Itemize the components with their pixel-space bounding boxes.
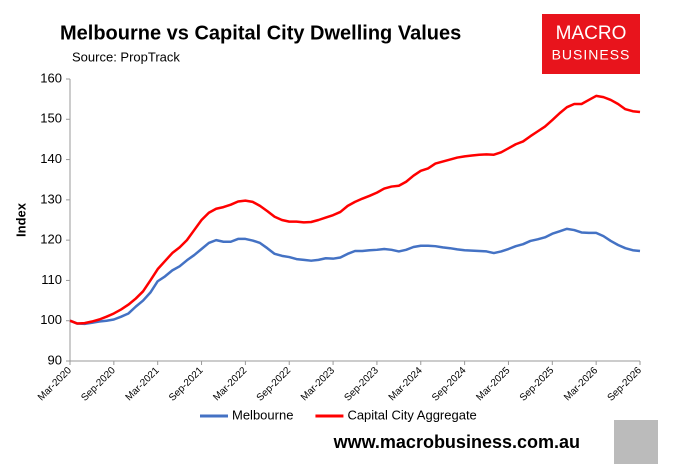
y-axis-label: Index — [13, 202, 28, 237]
y-tick-label: 150 — [40, 111, 62, 126]
chart-subtitle: Source: PropTrack — [72, 49, 180, 64]
logo-text: MACRO — [556, 23, 627, 44]
x-tick-label: Sep-2024 — [430, 365, 469, 404]
logo-box — [542, 14, 640, 74]
y-tick-label: 90 — [48, 352, 62, 367]
x-tick-label: Sep-2022 — [255, 365, 294, 404]
x-tick-label: Mar-2021 — [124, 365, 162, 403]
y-tick-label: 130 — [40, 191, 62, 206]
x-tick-label: Mar-2024 — [387, 365, 425, 403]
legend-label: Melbourne — [232, 407, 293, 422]
wolf-icon — [614, 420, 658, 464]
x-tick-label: Sep-2021 — [167, 365, 206, 404]
series-line — [69, 227, 641, 326]
series-line — [69, 94, 641, 325]
logo-text: BUSINESS — [552, 47, 631, 63]
x-tick-label: Mar-2025 — [474, 365, 512, 403]
x-tick-label: Sep-2020 — [79, 365, 118, 404]
x-tick-label: Mar-2023 — [299, 365, 337, 403]
y-tick-label: 140 — [40, 151, 62, 166]
y-tick-label: 120 — [40, 232, 62, 247]
chart-title: Melbourne vs Capital City Dwelling Value… — [60, 22, 461, 44]
legend-label: Capital City Aggregate — [347, 407, 476, 422]
y-tick-label: 100 — [40, 312, 62, 327]
x-tick-label: Mar-2022 — [211, 365, 249, 403]
y-tick-label: 110 — [41, 272, 62, 287]
x-tick-label: Mar-2020 — [36, 365, 74, 403]
footer-url: www.macrobusiness.com.au — [333, 432, 580, 452]
x-tick-label: Sep-2025 — [518, 365, 557, 404]
x-tick-label: Mar-2026 — [562, 365, 600, 403]
x-tick-label: Sep-2023 — [342, 365, 381, 404]
y-tick-label: 160 — [40, 70, 62, 85]
x-tick-label: Sep-2026 — [606, 365, 645, 404]
